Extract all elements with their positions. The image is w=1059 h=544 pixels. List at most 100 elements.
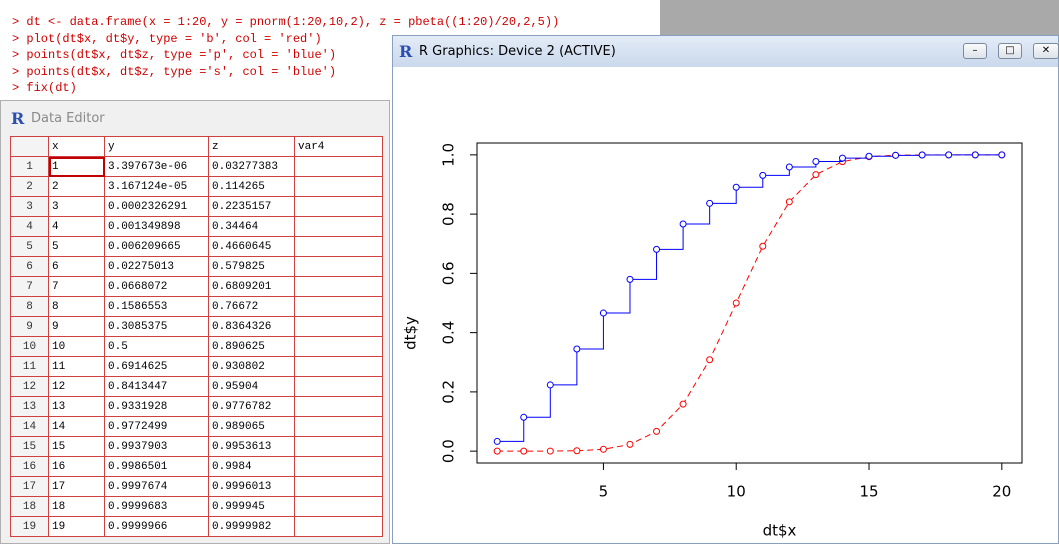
point: [865, 152, 873, 160]
y-tick-label: 1.0: [440, 143, 458, 167]
row-header: 5: [10, 236, 49, 257]
cell: 0.9937903: [104, 436, 209, 457]
point: [812, 171, 820, 179]
point: [653, 427, 661, 435]
cell: 0.95904: [208, 376, 295, 397]
y-tick-label: 0.2: [440, 380, 458, 404]
plot: 5 10 15 20 0.0 0.2 0.4 0.6 0.8 1.0 dt$x dt$y: [402, 142, 1023, 540]
table-row: 2 2 3.167124e-05 0.114265: [10, 176, 383, 197]
point: [838, 154, 846, 162]
cell: 0.9999982: [208, 516, 295, 537]
table-row: 14 14 0.9772499 0.989065: [10, 416, 383, 437]
cell: 1: [48, 156, 105, 177]
row-header: 8: [10, 296, 49, 317]
header-row: x y z var4: [10, 136, 383, 157]
point: [706, 356, 714, 364]
row-header: 2: [10, 176, 49, 197]
cell: 5: [48, 236, 105, 257]
cell: [294, 416, 383, 437]
cell: 0.2235157: [208, 196, 295, 217]
table-row: 17 17 0.9997674 0.9996013: [10, 476, 383, 497]
cell: [294, 276, 383, 297]
console-line: > plot(dt$x, dt$y, type = 'b', col = 're…: [12, 31, 322, 46]
cell: 0.9997674: [104, 476, 209, 497]
point: [971, 151, 979, 159]
cell: [294, 496, 383, 517]
cell: 0.4660645: [208, 236, 295, 257]
console-line: > dt <- data.frame(x = 1:20, y = pnorm(1…: [12, 15, 560, 29]
row-header: 16: [10, 456, 49, 477]
y-tick-label: 0.4: [440, 321, 458, 345]
cell: 0.989065: [208, 416, 295, 437]
table-row: 7 7 0.0668072 0.6809201: [10, 276, 383, 297]
column-header: var4: [294, 136, 383, 157]
point: [945, 151, 953, 159]
cell: 0.9999966: [104, 516, 209, 537]
window-title: Data Editor: [31, 111, 105, 126]
title-bar: R R Graphics: Device 2 (ACTIVE) – □ ✕: [393, 36, 1059, 67]
cell: 0.76672: [208, 296, 295, 317]
cell: 3.167124e-05: [104, 176, 209, 197]
cell: 16: [48, 456, 105, 477]
y-axis-label: dt$y: [402, 316, 420, 350]
table-row: 15 15 0.9937903 0.9953613: [10, 436, 383, 457]
console-line: > points(dt$x, dt$z, type ='p', col = 'b…: [12, 48, 337, 62]
close-button[interactable]: ✕: [1033, 43, 1059, 59]
cell: [294, 216, 383, 237]
cell: 10: [48, 336, 105, 357]
x-tick-label: 15: [859, 483, 878, 501]
cell: [294, 196, 383, 217]
column-header: z: [208, 136, 295, 157]
cell: 3.397673e-06: [104, 156, 209, 177]
row-header: 14: [10, 416, 49, 437]
point: [520, 413, 528, 421]
row-header: 19: [10, 516, 49, 537]
point: [653, 245, 661, 253]
point: [759, 242, 767, 250]
cell: 0.02275013: [104, 256, 209, 277]
r-icon: R: [399, 42, 413, 61]
cell: 0.999945: [208, 496, 295, 517]
cell: 2: [48, 176, 105, 197]
series-line: [497, 154, 1002, 452]
cell: 11: [48, 356, 105, 377]
cell: [294, 516, 383, 537]
column-header: y: [104, 136, 209, 157]
point: [785, 198, 793, 206]
cell: 0.579825: [208, 256, 295, 277]
row-header: 6: [10, 256, 49, 277]
point: [812, 157, 820, 165]
cell: 18: [48, 496, 105, 517]
window-title: R Graphics: Device 2 (ACTIVE): [419, 44, 616, 59]
cell: [294, 436, 383, 457]
data-editor-window: R Data Editor x y z var4 1 1 3.397673e-06 0.032…: [0, 100, 390, 544]
cell: 0.930802: [208, 356, 295, 377]
row-header: 7: [10, 276, 49, 297]
cell: [294, 356, 383, 377]
cell: 0.9984: [208, 456, 295, 477]
table-row: 16 16 0.9986501 0.9984: [10, 456, 383, 477]
cell: [294, 396, 383, 417]
point: [626, 440, 634, 448]
graphics-window: R R Graphics: Device 2 (ACTIVE) – □ ✕ 5 1…: [392, 35, 1059, 544]
row-header: 11: [10, 356, 49, 377]
cell: 0.34464: [208, 216, 295, 237]
cell: 0.8413447: [104, 376, 209, 397]
cell: 0.6914625: [104, 356, 209, 377]
cell: [294, 296, 383, 317]
point: [546, 447, 554, 455]
cell: [294, 176, 383, 197]
data-table: x y z var4 1 1 3.397673e-06 0.03277383 2 2 3.16712…: [10, 136, 383, 537]
cell: [294, 456, 383, 477]
maximize-button[interactable]: □: [998, 43, 1022, 59]
cell: 0.890625: [208, 336, 295, 357]
cell: 0.114265: [208, 176, 295, 197]
corner-cell: [10, 136, 49, 157]
cell: 9: [48, 316, 105, 337]
cell: 3: [48, 196, 105, 217]
cell: 0.1586553: [104, 296, 209, 317]
cell: 0.0002326291: [104, 196, 209, 217]
cell: 0.6809201: [208, 276, 295, 297]
point: [626, 275, 634, 283]
minimize-button[interactable]: –: [963, 43, 987, 59]
